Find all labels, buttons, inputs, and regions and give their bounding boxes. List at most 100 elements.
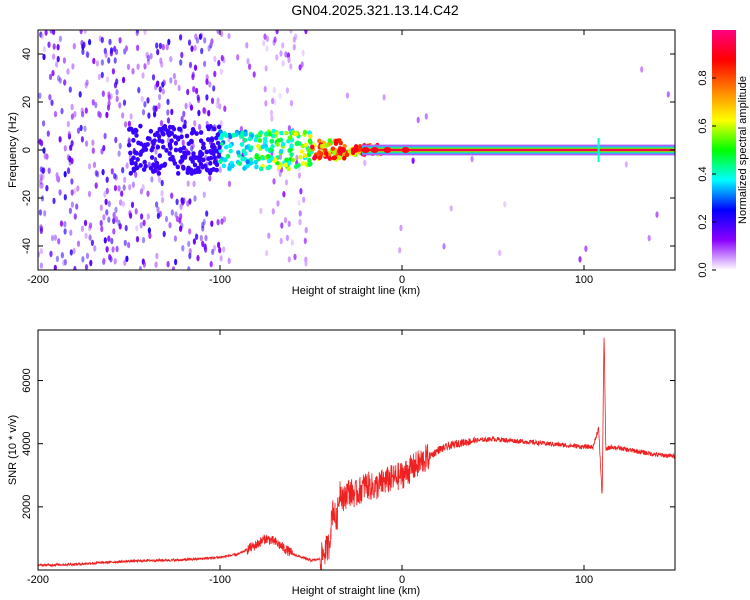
spectrogram-noise-cell [219,68,223,75]
spectrogram-noise-cell [43,210,47,217]
spectrogram-noise-cell [126,63,131,71]
spectrogram-band-cell [228,143,233,149]
spectrogram-noise-cell [304,227,308,234]
spectrogram-noise-cell [161,196,165,204]
spectrogram-noise-cell [207,45,211,52]
spectrogram-noise-cell [99,219,103,227]
spectrogram-band-cell [175,164,180,170]
spectrogram-band-cell [162,124,168,129]
x-tick-label: 100 [575,574,593,586]
spectrogram-band-cell [338,140,343,146]
spectrogram-band-cell [140,148,146,153]
spectrogram-noise-cell [188,228,192,235]
spectrogram-noise-cell [263,33,267,40]
spectrogram-band-cell [126,142,132,148]
spectrogram-noise-cell [180,222,184,229]
spectrogram-band-cell [176,171,181,176]
spectrogram-noise-cell [110,237,114,245]
spectrogram-noise-cell [143,30,147,35]
spectrogram-noise-cell [67,130,71,138]
spectrogram-noise-cell [89,222,93,229]
spectrogram-band-cell [182,150,187,156]
spectrogram-noise-cell [273,36,277,43]
snr-frame [37,329,676,571]
spectrogram-noise-cell [70,201,74,208]
spectrogram-noise-cell [209,260,213,268]
spectrogram-noise-cell [186,180,190,187]
spectrogram-noise-cell [81,256,85,263]
spectrogram-noise-cell [107,57,111,64]
spectrogram-noise-cell [157,176,161,183]
spectrogram-noise-cell [80,136,84,143]
spectrogram-noise-cell [180,115,184,123]
spectrogram-noise-cell [146,213,150,220]
spectrogram-band-cell [135,157,140,162]
spectrogram-band-cell [284,157,289,163]
spectrogram-noise-cell [205,210,209,217]
spectrogram-noise-cell [299,188,303,195]
spectrogram-noise-cell [146,97,150,104]
spectrogram-noise-cell [96,171,100,178]
spectrogram-noise-cell [100,59,104,66]
spectrogram-noise-cell [155,252,159,260]
spectrogram-noise-cell [195,87,199,95]
spectrogram-band-cell [210,144,215,149]
spectrogram-noise-cell [107,216,111,223]
spectrogram-band-cell [266,158,272,164]
spectrogram-noise-cell [113,57,117,64]
spectrogram-noise-cell [152,105,156,112]
spectrogram-band-cell [218,159,223,165]
spectrogram-noise-cell [217,59,221,67]
spectrogram-noise-cell [218,103,222,110]
spectrogram-noise-cell [101,90,105,97]
spectrogram-noise-cell [39,247,44,255]
x-tick-label: -100 [209,274,231,286]
spectrogram-band-cell [227,165,232,171]
spectrogram-noise-cell [181,245,185,252]
spectrogram-noise-cell [58,189,62,196]
spectrogram-noise-cell [215,102,219,109]
spectrogram-band-cell [138,163,143,168]
spectrogram-noise-cell [87,190,92,198]
spectrogram-noise-cell [105,209,109,216]
spectrogram-band-cell [225,153,231,159]
spectrogram-band-cell [208,160,213,166]
spectrogram-noise-cell [294,33,298,40]
spectrogram-noise-cell [264,65,268,72]
spectrogram-noise-cell [166,109,170,116]
spectrogram-noise-cell [216,219,220,226]
spectrogram-noise-cell [273,98,277,106]
spectrogram-band-cell [198,151,203,157]
spectrogram-band-cell [327,156,332,162]
snr-plot-area [38,337,675,570]
spectrogram-noise-cell [127,137,131,144]
spectrogram-band-cell [224,144,229,150]
spectrogram-noise-cell [118,142,122,150]
spectrogram-noise-cell [118,223,122,230]
spectrogram-noise-cell [287,256,291,263]
spectrogram-band-cell [128,150,133,156]
spectrogram-noise-cell [290,239,294,246]
spectrogram-band-cell [260,155,266,161]
spectrogram-band-cell [308,133,313,139]
carrier-line-layer [362,148,675,152]
spectrogram-noise-cell [285,87,289,94]
spectrogram-noise-cell [187,39,192,46]
spectrogram-noise-cell [66,154,70,161]
spectrogram-band-cell [156,171,162,176]
spectrogram-band-cell [230,163,235,169]
spectrogram-band-cell [154,160,160,166]
spectrogram-noise-cell [129,212,133,219]
spectrogram-band-cell [302,129,308,135]
spectrogram-band-cell [215,132,220,138]
spectrogram-noise-cell [81,48,85,55]
spectrogram-noise-cell [130,201,135,208]
spectrogram-noise-cell [120,190,124,197]
spectrogram-noise-cell [56,55,60,63]
spectrogram-noise-cell [39,262,44,269]
spectrogram-noise-cell [86,51,90,59]
spectrogram-noise-cell [46,130,50,137]
spectrogram-noise-cell [47,167,51,174]
spectrogram-noise-cell [196,254,200,262]
spectrogram-noise-cell [104,51,108,59]
